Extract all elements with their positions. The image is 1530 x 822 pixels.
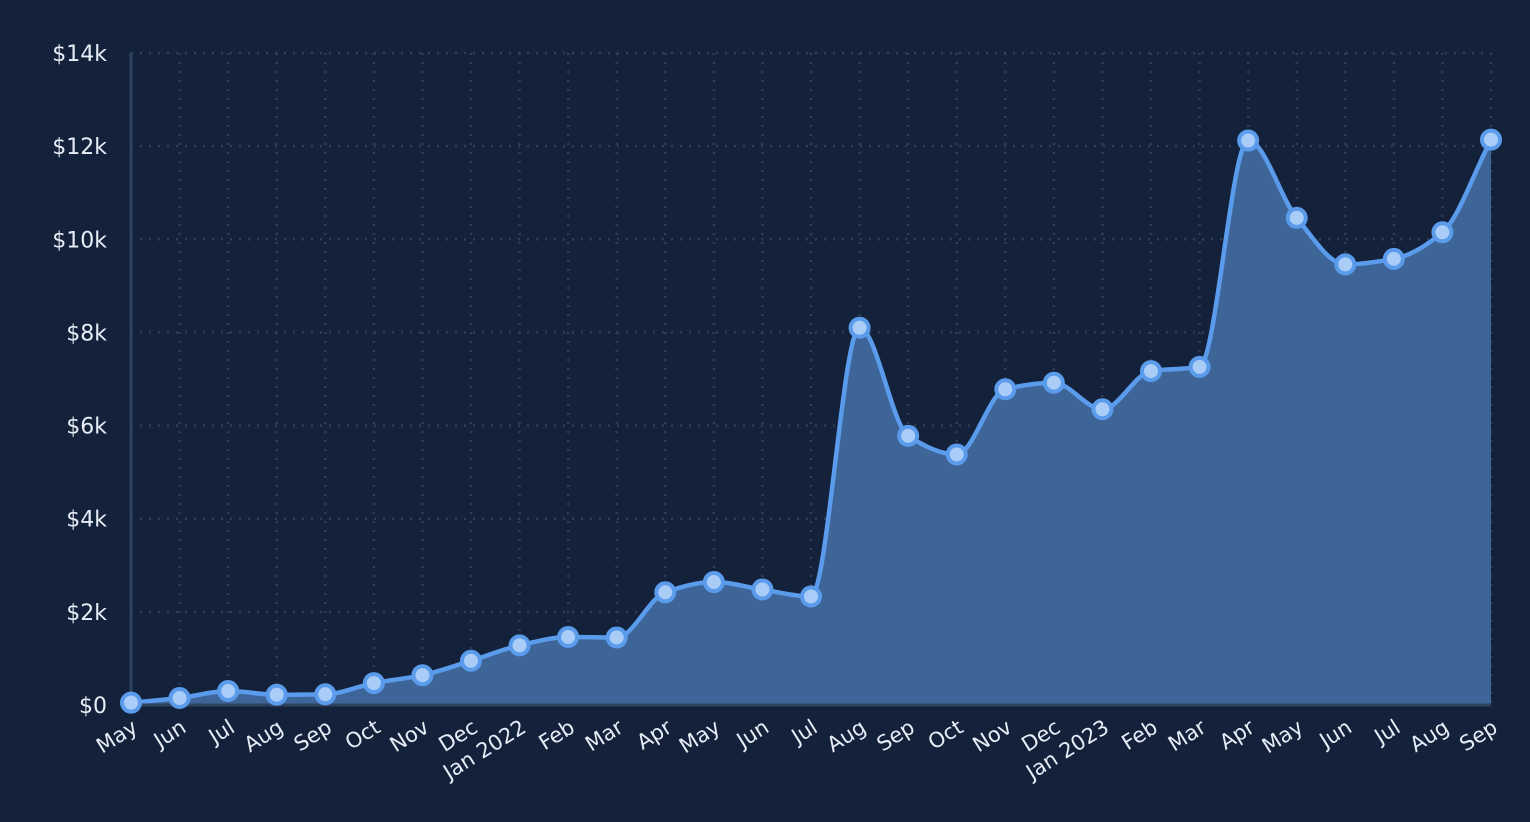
data-point-8[interactable]	[508, 634, 531, 657]
x-tick-label: May	[92, 715, 142, 758]
data-point-21[interactable]	[1140, 360, 1162, 383]
data-point-19[interactable]	[1042, 371, 1065, 394]
y-tick-label: $14k	[52, 42, 107, 67]
x-tick-label: Jul	[1369, 715, 1405, 750]
data-point-28[interactable]	[1480, 128, 1502, 151]
data-point-14[interactable]	[800, 585, 822, 608]
x-tick-label: Jul	[786, 715, 822, 750]
x-tick-label: May	[675, 715, 725, 758]
x-tick-label: Sep	[872, 715, 918, 756]
y-tick-label: $6k	[66, 415, 107, 440]
x-tick-label: Nov	[968, 715, 1015, 757]
y-axis-tick-labels: $0 $2k $4k $6k $8k $10k $12k $14k	[52, 42, 107, 719]
data-point-6[interactable]	[411, 664, 434, 687]
y-tick-label: $12k	[52, 135, 107, 160]
data-point-7[interactable]	[460, 649, 482, 672]
data-point-16[interactable]	[897, 424, 920, 447]
x-tick-label: Apr	[632, 715, 676, 755]
data-point-11[interactable]	[654, 581, 677, 604]
x-tick-label: Oct	[924, 715, 968, 755]
x-tick-label: Mar	[1164, 715, 1211, 757]
x-tick-label: Aug	[240, 715, 288, 757]
marker-layer	[120, 128, 1502, 714]
x-tick-label: Mar	[581, 715, 628, 757]
x-tick-label: Nov	[386, 715, 433, 757]
data-point-27[interactable]	[1431, 221, 1454, 244]
data-point-0[interactable]	[120, 691, 142, 714]
data-point-9[interactable]	[557, 626, 580, 649]
x-tick-label: Aug	[1406, 715, 1454, 757]
y-tick-label: $0	[79, 694, 107, 719]
x-tick-label: Aug	[823, 715, 871, 757]
x-tick-label: Sep	[1455, 715, 1501, 756]
data-point-10[interactable]	[605, 626, 628, 649]
data-point-4[interactable]	[314, 683, 337, 706]
data-point-17[interactable]	[945, 443, 968, 466]
data-point-3[interactable]	[265, 683, 288, 706]
data-point-2[interactable]	[217, 680, 240, 703]
x-tick-label: May	[1258, 715, 1308, 758]
data-point-1[interactable]	[168, 687, 191, 710]
x-tick-label: Feb	[535, 715, 579, 755]
x-tick-label: Jun	[731, 715, 773, 754]
data-point-5[interactable]	[362, 672, 385, 695]
area-fill	[131, 139, 1491, 705]
x-tick-label: Jul	[203, 715, 239, 750]
y-tick-label: $8k	[66, 321, 107, 346]
data-point-18[interactable]	[994, 378, 1017, 401]
x-tick-label: Oct	[341, 715, 385, 755]
x-tick-label: Jun	[148, 715, 190, 754]
data-point-24[interactable]	[1285, 206, 1308, 229]
data-point-13[interactable]	[751, 578, 774, 601]
y-tick-label: $10k	[52, 228, 107, 253]
data-point-20[interactable]	[1091, 398, 1114, 421]
data-point-26[interactable]	[1382, 247, 1405, 270]
y-tick-label: $2k	[66, 601, 107, 626]
x-tick-label: Apr	[1215, 715, 1259, 755]
data-point-22[interactable]	[1188, 355, 1211, 378]
data-point-25[interactable]	[1334, 253, 1357, 276]
data-point-15[interactable]	[848, 316, 871, 339]
x-tick-label: Feb	[1117, 715, 1161, 755]
data-point-12[interactable]	[702, 571, 725, 594]
x-tick-label: Jun	[1314, 715, 1356, 754]
y-tick-label: $4k	[66, 508, 107, 533]
data-point-23[interactable]	[1237, 129, 1260, 152]
x-tick-label: Sep	[290, 715, 336, 756]
